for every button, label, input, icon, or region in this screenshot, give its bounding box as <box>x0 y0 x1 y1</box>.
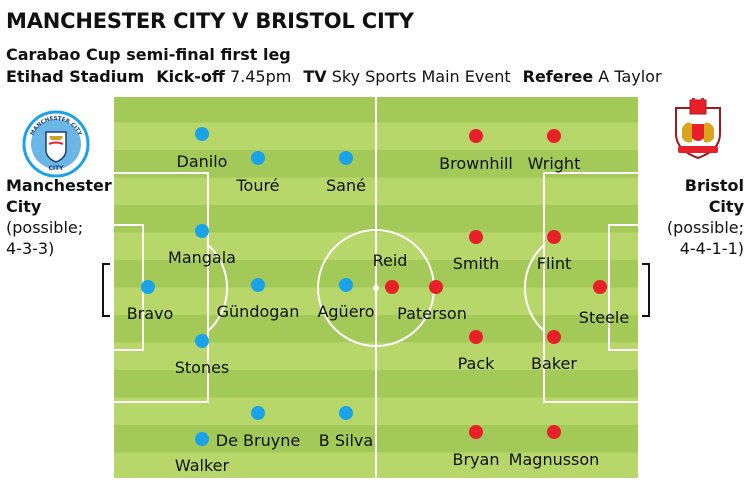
away-goal-bracket <box>642 263 650 317</box>
home-player-name: Gündogan <box>216 302 300 321</box>
home-player-dot <box>339 278 353 292</box>
kickoff-time: 7.45pm <box>229 67 292 86</box>
home-player-dot <box>195 334 209 348</box>
home-team-name-line1: Manchester <box>6 176 112 195</box>
venue: Etihad Stadium <box>6 67 145 86</box>
away-formation-line1: (possible; <box>666 218 744 237</box>
home-player-dot <box>251 278 265 292</box>
football-pitch <box>112 95 640 480</box>
home-player-name: Sané <box>326 176 366 195</box>
away-player-dot <box>469 330 483 344</box>
referee-label: Referee <box>522 67 594 86</box>
home-player-name: Touré <box>236 176 280 195</box>
pitch-markings <box>112 95 640 480</box>
home-goal-bracket <box>102 263 110 317</box>
away-player-dot <box>547 129 561 143</box>
away-player-name: Paterson <box>397 304 467 323</box>
away-player-name: Baker <box>531 354 577 373</box>
away-team-name-line2: City <box>708 197 744 216</box>
home-team-info: Manchester City (possible; 4-3-3) <box>6 175 112 259</box>
away-player-name: Pack <box>457 354 495 373</box>
away-player-name: Flint <box>536 254 572 273</box>
away-player-name: Wright <box>527 154 581 173</box>
player-dots <box>141 127 607 446</box>
home-player-name: Agüero <box>317 302 375 321</box>
away-player-dot <box>385 280 399 294</box>
home-player-dot <box>195 432 209 446</box>
away-player-dot <box>547 425 561 439</box>
home-player-dot <box>141 280 155 294</box>
away-player-dot <box>593 280 607 294</box>
away-player-name: Bryan <box>452 450 500 469</box>
match-info: Etihad Stadium Kick-off 7.45pm TV Sky Spor… <box>6 67 662 86</box>
home-player-name: B Silva <box>318 431 374 450</box>
away-player-name: Steele <box>578 308 630 327</box>
man-city-badge: CITY MANCHESTER CITY <box>22 110 90 178</box>
home-player-name: Mangala <box>168 248 236 267</box>
home-player-dot <box>195 224 209 238</box>
home-player-name: Walker <box>174 456 230 475</box>
page-title: MANCHESTER CITY V BRISTOL CITY <box>6 9 414 33</box>
home-player-dot <box>251 151 265 165</box>
centre-spot <box>373 285 379 291</box>
kickoff-label: Kick-off <box>156 67 225 86</box>
home-player-name: De Bruyne <box>215 431 301 450</box>
match-subtitle: Carabao Cup semi-final first leg <box>6 45 291 64</box>
home-formation-line1: (possible; <box>6 218 84 237</box>
home-formation-line2: 4-3-3) <box>6 239 55 258</box>
bristol-city-badge <box>675 98 721 160</box>
away-player-dot <box>469 230 483 244</box>
away-player-dot <box>547 230 561 244</box>
away-team-info: Bristol City (possible; 4-4-1-1) <box>667 175 744 259</box>
home-player-dot <box>195 127 209 141</box>
referee-name: A Taylor <box>598 67 662 86</box>
home-player-name: Danilo <box>176 152 228 171</box>
tv-channel: Sky Sports Main Event <box>331 67 511 86</box>
away-player-name: Smith <box>452 254 500 273</box>
away-team-name-line1: Bristol <box>684 176 744 195</box>
tv-label: TV <box>303 67 327 86</box>
home-team-name-line2: City <box>6 197 42 216</box>
away-player-name: Reid <box>372 251 408 270</box>
away-formation-line2: 4-4-1-1) <box>679 239 744 258</box>
home-player-name: Stones <box>174 358 230 377</box>
home-player-name: Bravo <box>126 304 174 323</box>
away-player-name: Brownhill <box>439 154 513 173</box>
away-player-dot <box>469 425 483 439</box>
away-player-dot <box>469 129 483 143</box>
badge-home-bottom-text: CITY <box>48 165 64 172</box>
home-player-dot <box>251 406 265 420</box>
away-player-dot <box>547 330 561 344</box>
away-player-name: Magnusson <box>508 450 600 469</box>
home-player-dot <box>339 406 353 420</box>
away-player-dot <box>429 280 443 294</box>
home-player-dot <box>339 151 353 165</box>
